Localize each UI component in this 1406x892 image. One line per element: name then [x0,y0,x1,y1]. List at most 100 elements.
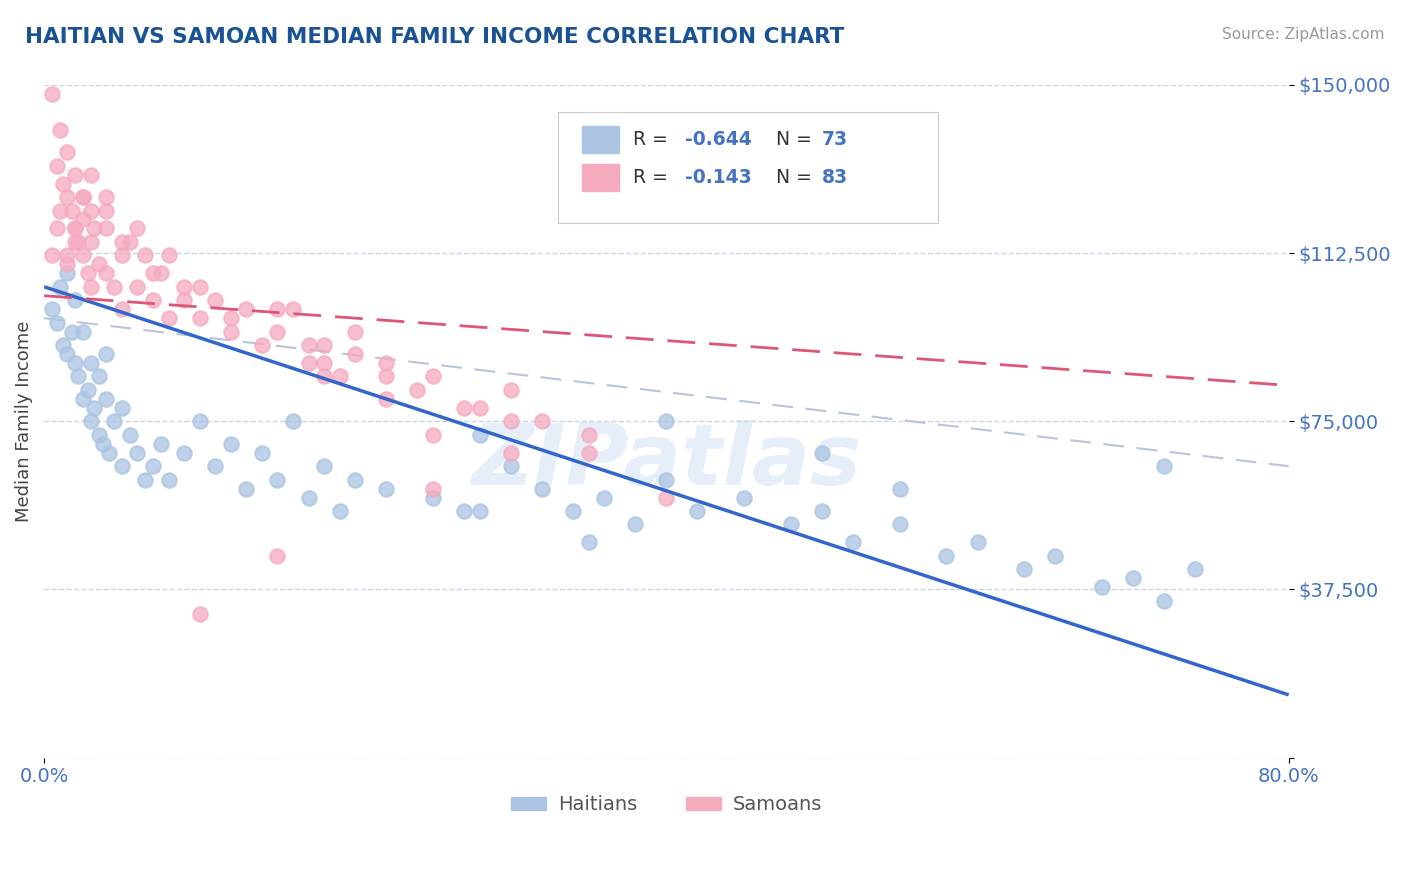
Point [41,302,63,317]
Point [48,203,70,218]
Point [80,414,103,428]
Point [811,445,834,459]
Point [422,482,444,496]
Point [98,445,121,459]
Point [65,356,87,370]
Point [329,504,352,518]
Point [87,427,110,442]
Point [779,517,801,532]
Point [41,248,63,262]
Point [468,401,491,415]
Point [91,436,114,450]
Point [686,504,709,518]
Point [655,491,678,505]
Point [530,482,553,496]
Point [157,473,180,487]
Point [72,248,94,262]
Point [314,369,336,384]
Point [127,279,149,293]
Point [173,279,195,293]
Text: ZIPatlas: ZIPatlas [471,420,862,503]
Point [530,414,553,428]
Point [1091,580,1114,594]
Point [72,325,94,339]
Point [375,369,398,384]
Text: 83: 83 [823,169,848,187]
Point [76,266,98,280]
Point [72,392,94,406]
Point [578,427,600,442]
Point [45,159,67,173]
Point [655,473,678,487]
Legend: Haitians, Samoans: Haitians, Samoans [503,788,830,822]
Point [173,445,195,459]
Point [52,177,75,191]
Point [375,392,398,406]
Text: -0.143: -0.143 [685,169,752,187]
Point [134,248,156,262]
Point [72,190,94,204]
Point [562,504,585,518]
Point [235,482,257,496]
Point [142,266,165,280]
Text: R =: R = [633,130,673,149]
Point [96,392,118,406]
Point [60,203,83,218]
Point [173,293,195,308]
FancyBboxPatch shape [582,164,619,191]
Point [889,482,911,496]
Point [314,338,336,352]
Point [266,325,288,339]
Point [188,607,211,621]
Point [422,491,444,505]
Point [344,473,367,487]
Point [103,414,125,428]
Point [149,266,172,280]
Point [96,190,118,204]
Point [219,311,242,326]
Point [578,445,600,459]
Point [219,436,242,450]
Point [453,401,475,415]
Point [118,235,141,249]
Text: N =: N = [776,130,818,149]
Point [83,401,105,415]
Point [1153,593,1175,607]
Point [250,445,273,459]
Point [188,414,211,428]
Point [344,347,367,361]
Point [96,347,118,361]
Point [297,491,319,505]
Point [127,221,149,235]
Point [65,221,87,235]
Point [235,302,257,317]
Point [67,235,90,249]
Point [655,414,678,428]
Point [250,338,273,352]
Point [56,347,79,361]
Point [65,221,87,235]
Point [499,459,522,474]
Point [80,168,103,182]
Point [111,401,134,415]
Point [72,190,94,204]
Point [56,248,79,262]
Point [72,212,94,227]
Point [142,459,165,474]
Point [593,491,616,505]
Point [281,414,304,428]
Text: 73: 73 [823,130,848,149]
Point [134,473,156,487]
Point [624,517,647,532]
Point [111,235,134,249]
Point [499,414,522,428]
Point [468,427,491,442]
Point [56,266,79,280]
Point [65,168,87,182]
Point [80,235,103,249]
Point [1012,562,1035,576]
Text: -0.644: -0.644 [685,130,752,149]
Text: Source: ZipAtlas.com: Source: ZipAtlas.com [1222,27,1385,42]
Point [297,356,319,370]
Point [60,325,83,339]
